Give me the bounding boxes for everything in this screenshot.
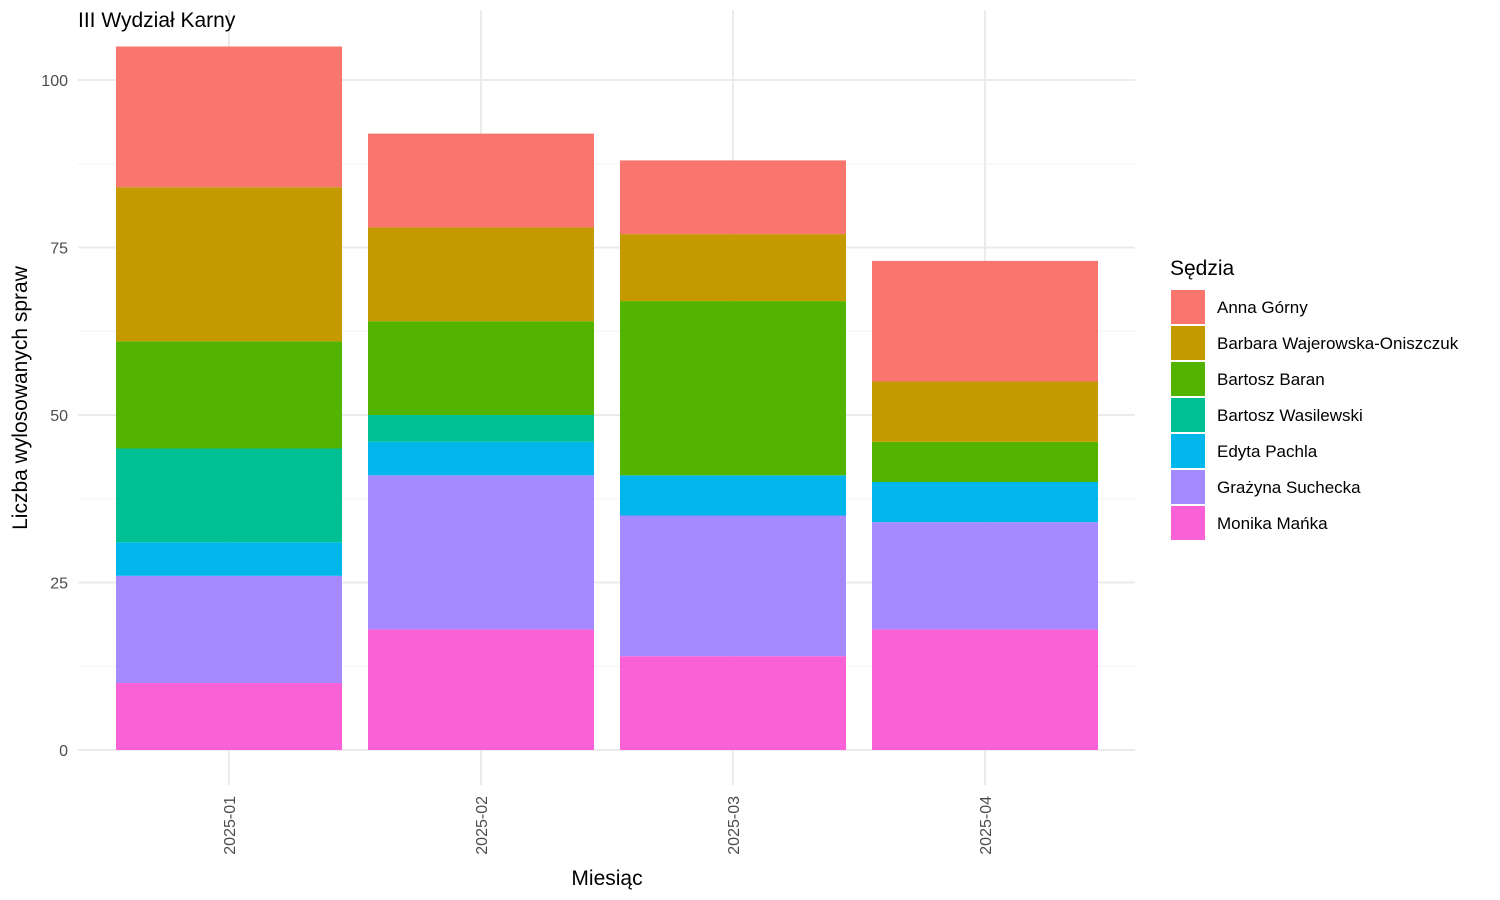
bar-segment — [872, 441, 1098, 482]
y-tick-label: 100 — [41, 73, 68, 90]
bar-segment — [368, 475, 594, 630]
x-tick-label: 2025-02 — [474, 796, 491, 855]
legend-swatch — [1171, 362, 1205, 396]
bar-segment — [872, 629, 1098, 750]
bar-segment — [620, 160, 846, 235]
bar-segment — [368, 133, 594, 228]
legend-swatch — [1171, 434, 1205, 468]
legend-swatch — [1171, 506, 1205, 540]
y-axis-title: Liczba wylosowanych spraw — [9, 265, 32, 530]
bar-segment — [872, 381, 1098, 442]
bar-segment — [116, 683, 342, 750]
y-axis-ticks: 0 25 50 75 100 — [41, 73, 68, 760]
legend-label: Anna Górny — [1217, 298, 1308, 317]
legend-swatch — [1171, 398, 1205, 432]
bars — [116, 46, 1098, 750]
bar-segment — [116, 575, 342, 683]
legend-label: Barbara Wajerowska-Oniszczuk — [1217, 334, 1459, 353]
legend: Sędzia Anna Górny Barbara Wajerowska-Onis… — [1170, 257, 1459, 540]
bar-segment — [368, 321, 594, 415]
legend-label: Bartosz Wasilewski — [1217, 406, 1363, 425]
legend-label: Bartosz Baran — [1217, 370, 1325, 389]
x-tick-label: 2025-04 — [978, 796, 995, 855]
legend-title: Sędzia — [1170, 257, 1235, 280]
legend-label: Grażyna Suchecka — [1217, 478, 1361, 497]
legend-swatch — [1171, 326, 1205, 360]
bar-segment — [116, 341, 342, 449]
legend-swatch — [1171, 470, 1205, 504]
legend-swatch — [1171, 290, 1205, 324]
legend-label: Monika Mańka — [1217, 514, 1328, 533]
bar-segment — [872, 260, 1098, 382]
bar-segment — [368, 441, 594, 476]
bar-segment — [368, 415, 594, 442]
bar-segment — [872, 482, 1098, 523]
legend-label: Edyta Pachla — [1217, 442, 1318, 461]
y-tick-label: 25 — [50, 576, 68, 593]
bar-segment — [116, 187, 342, 342]
bar-segment — [620, 656, 846, 750]
chart-title: III Wydział Karny — [78, 9, 236, 32]
y-tick-label: 0 — [59, 743, 68, 760]
bar-segment — [116, 448, 342, 543]
bar-segment — [620, 234, 846, 302]
x-axis-title: Miesiąc — [571, 867, 642, 890]
y-tick-label: 75 — [50, 241, 68, 258]
y-tick-label: 50 — [50, 408, 68, 425]
x-tick-label: 2025-01 — [222, 796, 239, 855]
x-tick-label: 2025-03 — [726, 796, 743, 855]
bar-segment — [620, 475, 846, 516]
bar-segment — [620, 301, 846, 476]
bar-segment — [620, 515, 846, 657]
x-axis-ticks: 2025-01 2025-02 2025-03 2025-04 — [222, 796, 995, 855]
bar-segment — [116, 542, 342, 576]
bar-segment — [872, 522, 1098, 630]
bar-segment — [368, 227, 594, 322]
bar-segment — [116, 46, 342, 188]
bar-segment — [368, 629, 594, 750]
